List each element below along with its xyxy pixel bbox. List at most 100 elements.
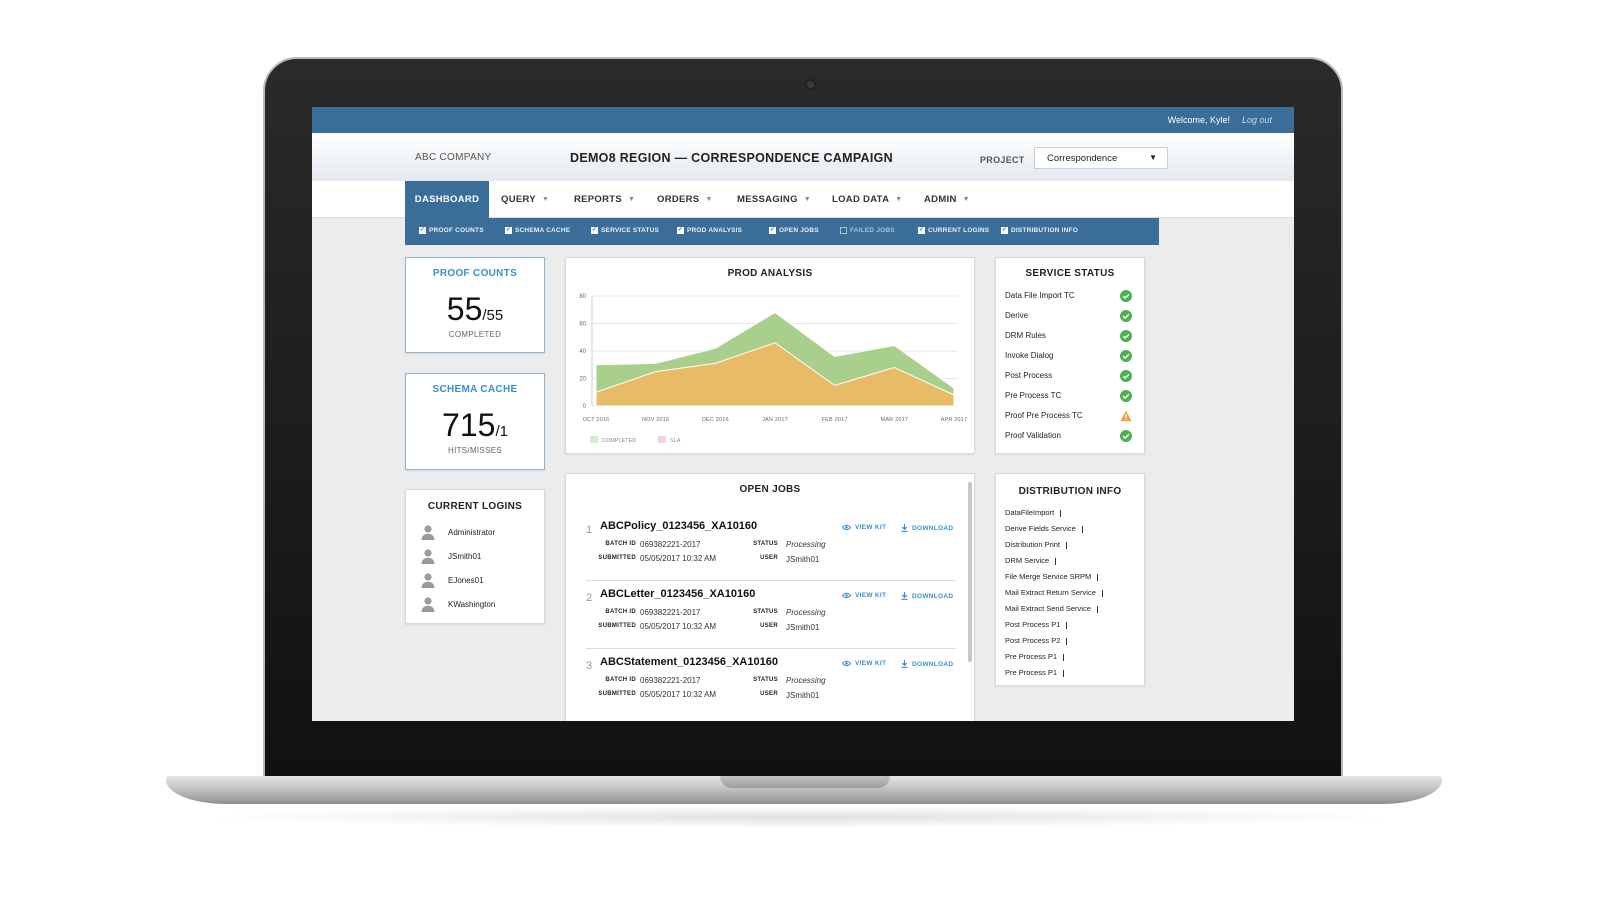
login-row: Administrator <box>406 520 544 544</box>
top-bar: Welcome, Kyle! Log out <box>312 107 1294 133</box>
batch-id-value: 069382221-2017 <box>640 676 701 685</box>
download-label: DOWNLOAD <box>912 592 954 600</box>
header: ABC COMPANY DEMO8 REGION — CORRESPONDENC… <box>312 133 1294 181</box>
eye-icon <box>842 592 851 599</box>
distribution-row: Pre Process P1 <box>1005 652 1065 661</box>
view-kit-link[interactable]: VIEW KIT <box>842 660 886 667</box>
widget-toggle-failed-jobs[interactable]: FAILED JOBS <box>840 227 895 234</box>
view-kit-link[interactable]: VIEW KIT <box>842 524 886 531</box>
service-status-card: SERVICE STATUS Data File Import TC Derive… <box>995 257 1145 454</box>
widget-toggle-schema-cache[interactable]: ✓ SCHEMA CACHE <box>505 227 570 234</box>
job-name[interactable]: ABCPolicy_0123456_XA10160 <box>600 520 758 532</box>
view-kit-label: VIEW KIT <box>855 592 887 599</box>
user-label: USER <box>760 555 778 561</box>
download-link[interactable]: DOWNLOAD <box>901 592 953 600</box>
nav-admin[interactable]: ADMIN ▼ <box>924 181 970 218</box>
nav-dashboard[interactable]: DASHBOARD <box>405 181 489 218</box>
distribution-service-name: Distribution Print <box>1005 540 1061 549</box>
page-title: DEMO8 REGION — CORRESPONDENCE CAMPAIGN <box>570 151 894 165</box>
distribution-info-card: DISTRIBUTION INFO DataFileImport Derive F… <box>995 473 1145 686</box>
distribution-row: Post Process P1 <box>1005 620 1068 629</box>
checkbox-checked-icon: ✓ <box>1001 227 1008 234</box>
legend-label: COMPLETED <box>602 438 636 444</box>
distribution-bar <box>1081 525 1083 533</box>
nav-reports[interactable]: REPORTS ▼ <box>574 181 635 218</box>
nav-label: LOAD DATA <box>832 194 890 205</box>
nav-label: DASHBOARD <box>414 194 480 205</box>
distribution-bar <box>1097 573 1099 581</box>
view-kit-label: VIEW KIT <box>855 524 887 531</box>
distribution-service-name: DRM Service <box>1005 556 1050 565</box>
schema-cache-sub: HITS/MISSES <box>448 446 502 455</box>
service-status-title: SERVICE STATUS <box>1025 268 1115 279</box>
check-circle-icon <box>1120 390 1132 402</box>
y-tick-label: 20 <box>579 377 586 383</box>
prod-analysis-title: PROD ANALYSIS <box>727 268 813 279</box>
proof-counts-sub: COMPLETED <box>448 330 502 339</box>
distribution-bar <box>1066 541 1068 549</box>
legend-swatch <box>658 436 666 443</box>
widget-toggle-distribution-info[interactable]: ✓ DISTRIBUTION INFO <box>1001 227 1078 234</box>
download-label: DOWNLOAD <box>912 524 954 532</box>
schema-cache-value: 715/1 <box>406 407 544 444</box>
y-tick-label: 60 <box>579 322 586 328</box>
nav-label: MESSAGING <box>737 194 798 205</box>
distribution-service-name: Post Process P1 <box>1005 620 1061 629</box>
download-label: DOWNLOAD <box>912 660 954 668</box>
download-link[interactable]: DOWNLOAD <box>901 524 953 532</box>
status-value: Processing <box>786 676 826 685</box>
proof-counts-title: PROOF COUNTS <box>432 268 518 279</box>
checkbox-checked-icon: ✓ <box>419 227 426 234</box>
status-label: STATUS <box>753 677 778 683</box>
widget-toggle-proof-counts[interactable]: ✓ PROOF COUNTS <box>419 227 484 234</box>
job-number: 3 <box>586 660 593 672</box>
distribution-service-name: Derive Fields Service <box>1005 524 1076 533</box>
checkbox-checked-icon: ✓ <box>918 227 925 234</box>
check-circle-icon <box>1120 430 1132 442</box>
widget-toggle-current-logins[interactable]: ✓ CURRENT LOGINS <box>918 227 989 234</box>
widget-toggle-service-status[interactable]: ✓ SERVICE STATUS <box>591 227 659 234</box>
batch-id-label: BATCH ID <box>605 541 636 547</box>
distribution-row: File Merge Service SRPM <box>1005 572 1099 581</box>
user-icon <box>421 573 435 588</box>
view-kit-link[interactable]: VIEW KIT <box>842 592 886 599</box>
service-status-row: Proof Pre Process TC <box>1005 411 1083 420</box>
user-icon <box>421 597 435 612</box>
chevron-down-icon: ▼ <box>541 196 550 203</box>
download-link[interactable]: DOWNLOAD <box>901 660 953 668</box>
widget-toggle-open-jobs[interactable]: ✓ OPEN JOBS <box>769 227 819 234</box>
widget-toggle-label: DISTRIBUTION INFO <box>1011 227 1078 234</box>
nav-load-data[interactable]: LOAD DATA ▼ <box>832 181 902 218</box>
submitted-value: 05/05/2017 10:32 AM <box>640 622 717 631</box>
download-icon <box>901 660 908 668</box>
user-label: USER <box>760 623 778 629</box>
logout-link[interactable]: Log out <box>1241 115 1272 125</box>
chevron-down-icon: ▼ <box>803 196 811 203</box>
view-kit-label: VIEW KIT <box>855 660 887 667</box>
widget-toggle-label: SERVICE STATUS <box>601 227 660 234</box>
nav-orders[interactable]: ORDERS ▼ <box>657 181 713 218</box>
project-select[interactable]: Correspondence ▼ <box>1034 147 1168 169</box>
nav-messaging[interactable]: MESSAGING ▼ <box>737 181 811 218</box>
widget-toggle-prod-analysis[interactable]: ✓ PROD ANALYSIS <box>677 227 742 234</box>
legend-swatch <box>590 436 598 443</box>
y-tick-label: 0 <box>583 404 587 410</box>
service-status-row: Post Process <box>1005 371 1053 380</box>
proof-counts-card: PROOF COUNTS 55/55 COMPLETED <box>405 257 545 353</box>
check-circle-icon <box>1120 310 1132 322</box>
login-row: KWashington <box>406 592 544 616</box>
open-jobs-scrollbar[interactable] <box>968 482 972 662</box>
job-name[interactable]: ABCLetter_0123456_XA10160 <box>600 588 756 600</box>
distribution-row: DRM Service <box>1005 556 1057 565</box>
job-name[interactable]: ABCStatement_0123456_XA10160 <box>600 656 778 668</box>
user-value: JSmith01 <box>786 555 820 564</box>
job-item: 1 ABCPolicy_0123456_XA10160 VIEW KIT DOWNLO… <box>586 520 956 581</box>
nav-query[interactable]: QUERY ▼ <box>501 181 549 218</box>
distribution-row: DataFileImport <box>1005 508 1062 517</box>
distribution-bar <box>1060 509 1062 517</box>
status-label: STATUS <box>753 541 778 547</box>
current-logins-title: CURRENT LOGINS <box>427 501 523 512</box>
submitted-value: 05/05/2017 10:32 AM <box>640 554 717 563</box>
x-tick-label: FEB 2017 <box>822 417 848 423</box>
job-number: 1 <box>586 524 593 536</box>
